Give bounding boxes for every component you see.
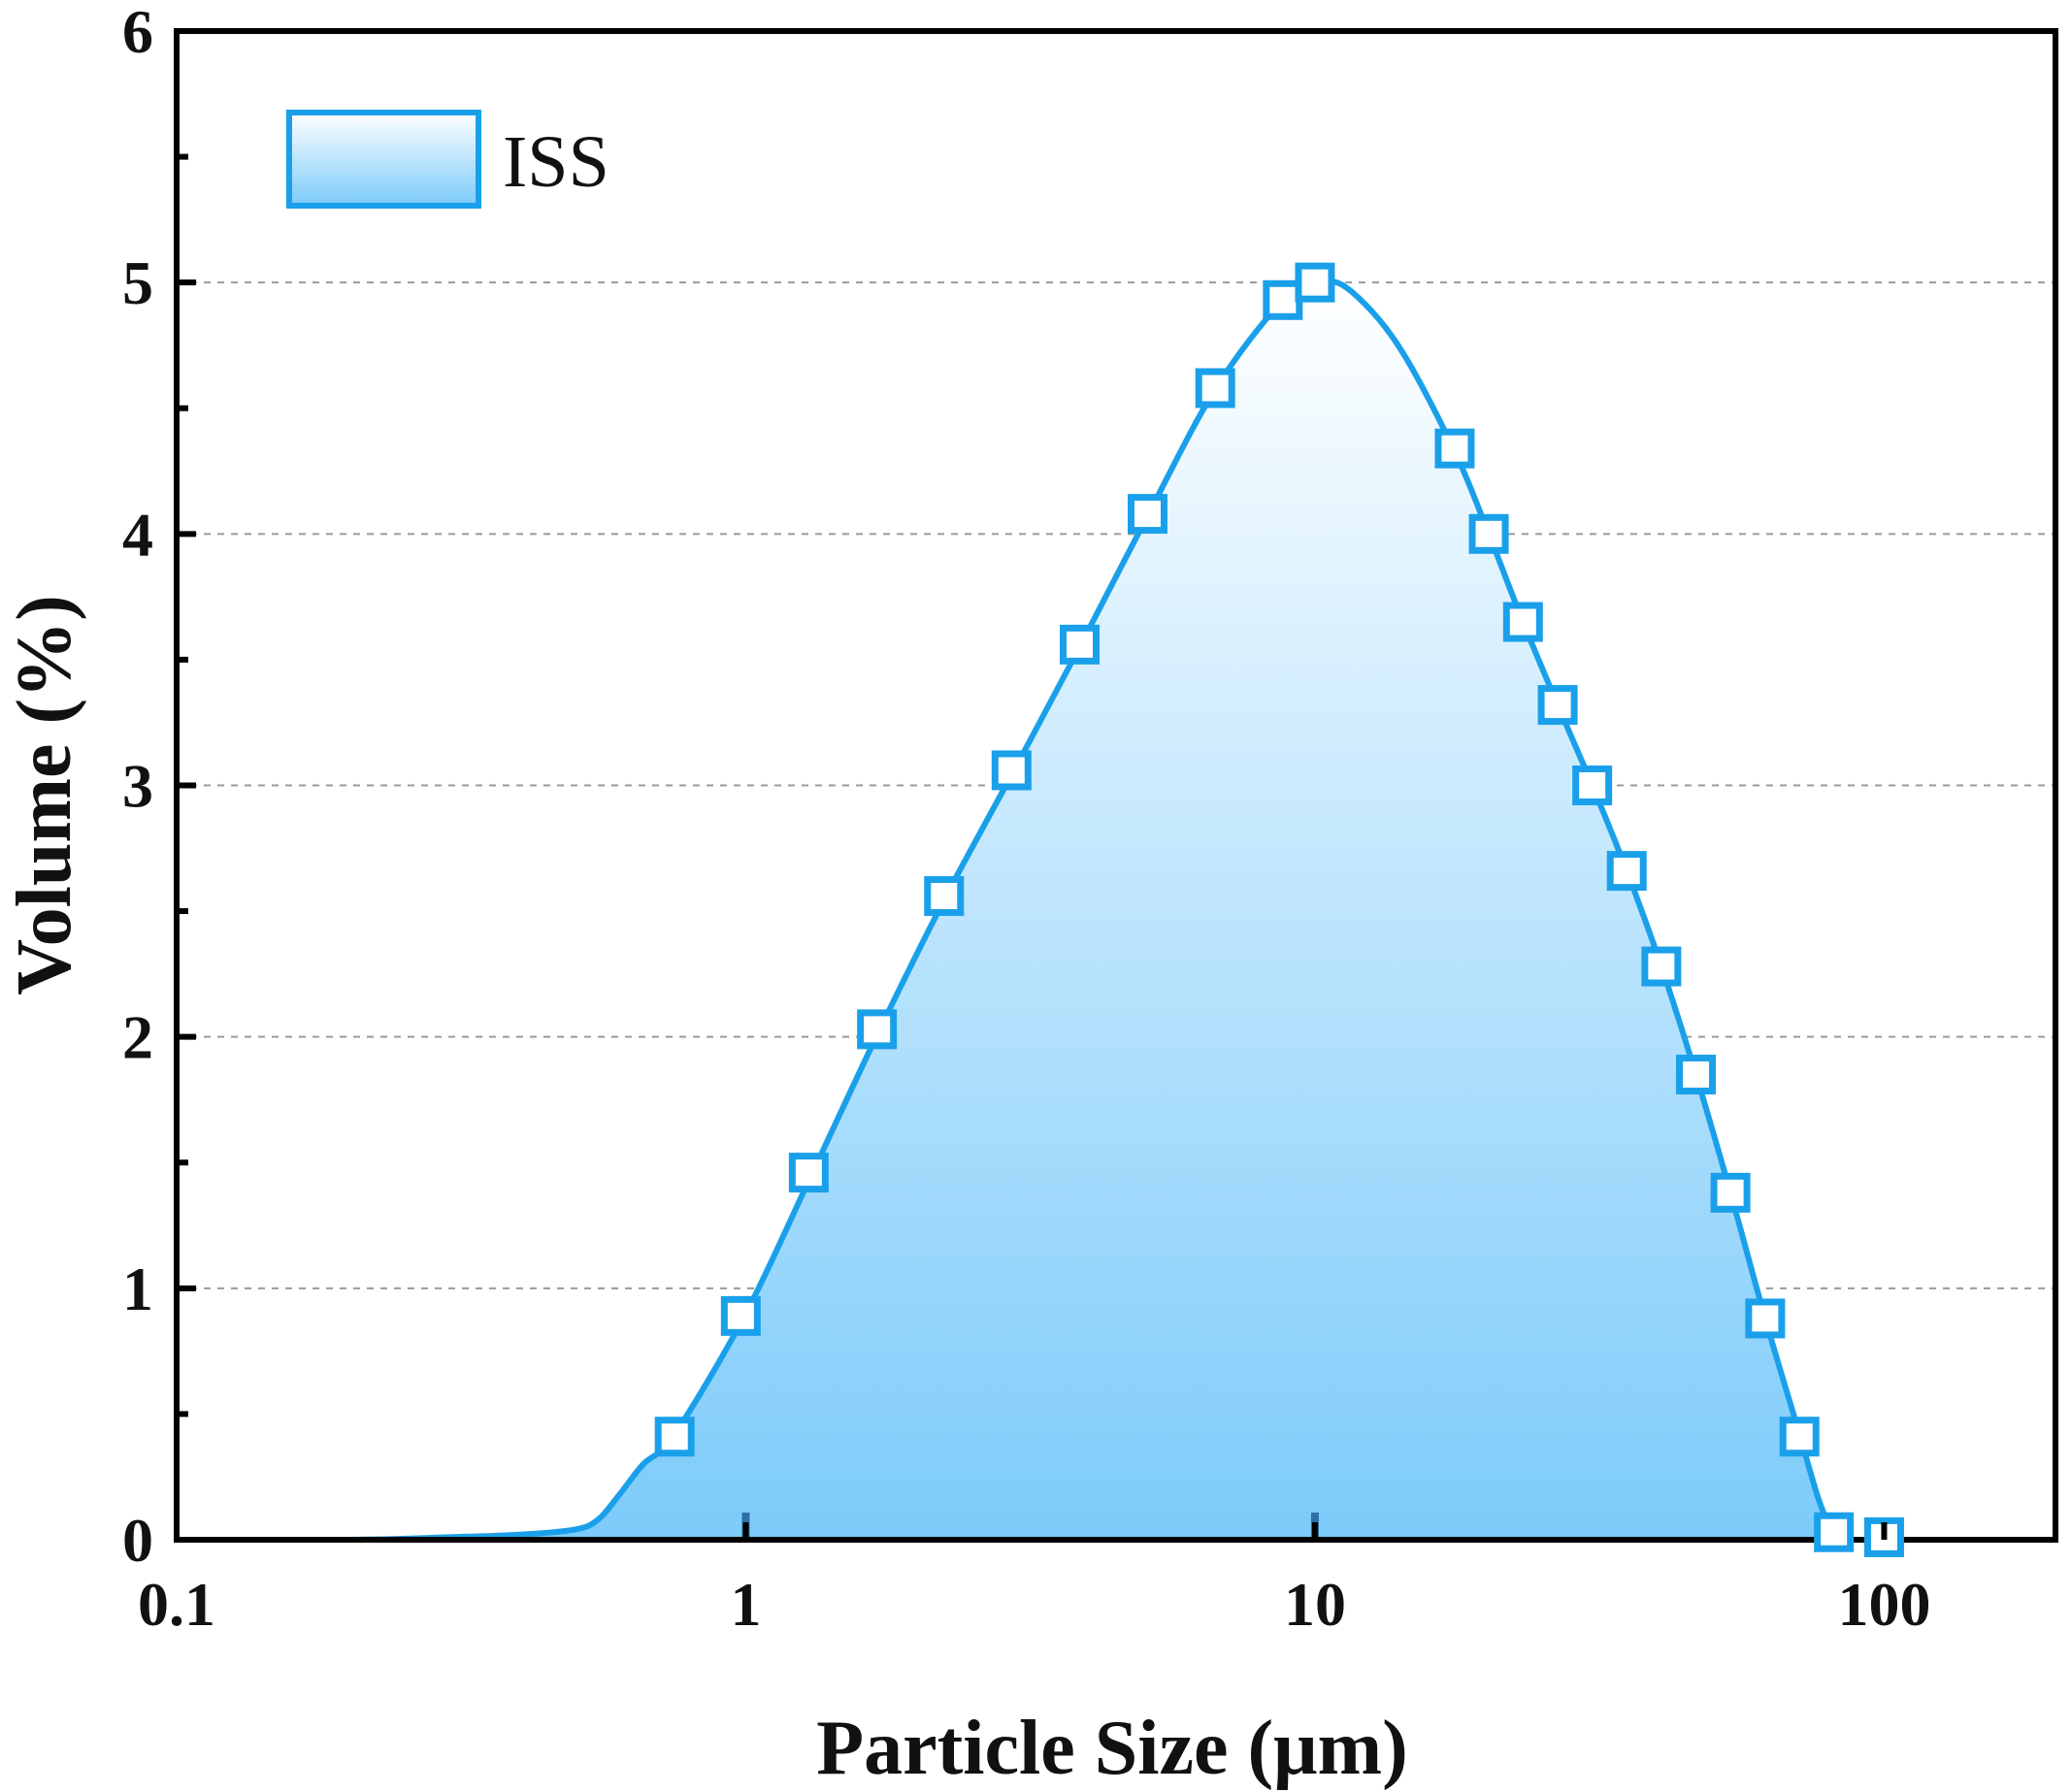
data-point-12 xyxy=(1468,513,1509,554)
y-tick-label: 4 xyxy=(122,500,153,569)
data-point-7 xyxy=(1127,494,1167,535)
data-point-5 xyxy=(991,750,1032,791)
y-tick-label: 5 xyxy=(122,248,153,317)
data-point-11 xyxy=(1434,428,1475,469)
legend-label-iss: ISS xyxy=(503,121,609,203)
data-point-21 xyxy=(1779,1417,1820,1457)
y-tick-label: 0 xyxy=(122,1506,153,1575)
data-point-15 xyxy=(1572,766,1613,805)
data-point-3 xyxy=(857,1009,898,1050)
y-axis-title: Volume (%) xyxy=(2,595,87,995)
data-point-1 xyxy=(720,1295,761,1336)
data-point-13 xyxy=(1502,602,1543,642)
data-point-18 xyxy=(1676,1055,1717,1095)
y-axis-ticks: 0 1 2 3 4 5 6 xyxy=(122,0,196,1575)
x-tick-label: 1 xyxy=(730,1570,761,1639)
legend-swatch-iss xyxy=(286,110,481,209)
x-axis-ticks: 0.1 1 10 100 xyxy=(138,1522,1930,1639)
data-point-9 xyxy=(1263,279,1303,320)
iss-area-fill xyxy=(177,280,1985,1540)
y-tick-label: 3 xyxy=(122,752,153,821)
data-point-20 xyxy=(1745,1298,1786,1339)
data-point-8 xyxy=(1195,368,1235,408)
data-point-6 xyxy=(1060,624,1101,665)
data-point-0 xyxy=(654,1417,695,1457)
data-point-10 xyxy=(1295,262,1335,303)
data-markers xyxy=(654,262,1904,1557)
y-tick-label: 6 xyxy=(122,0,153,66)
x-tick-label: 0.1 xyxy=(138,1570,215,1639)
data-point-19 xyxy=(1710,1172,1751,1213)
data-point-22 xyxy=(1814,1512,1855,1552)
y-tick-label: 1 xyxy=(122,1254,153,1323)
x-tick-label: 10 xyxy=(1284,1570,1346,1639)
x-tick-label: 100 xyxy=(1837,1570,1930,1639)
data-point-23 xyxy=(1863,1516,1904,1557)
data-point-14 xyxy=(1537,685,1578,726)
y-tick-label: 2 xyxy=(122,1003,153,1072)
data-point-4 xyxy=(924,876,965,917)
legend: ISS xyxy=(286,110,609,209)
data-point-2 xyxy=(788,1153,829,1193)
x-axis-title: Particle Size (μm) xyxy=(816,1706,1408,1791)
data-point-16 xyxy=(1606,851,1647,892)
data-point-17 xyxy=(1641,946,1682,987)
